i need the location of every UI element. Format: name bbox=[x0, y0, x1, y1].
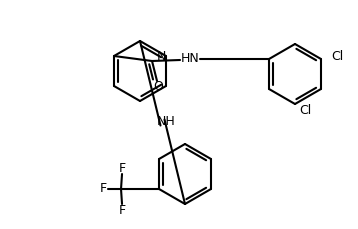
Text: F: F bbox=[100, 183, 107, 196]
Text: Cl: Cl bbox=[331, 51, 343, 63]
Text: F: F bbox=[118, 204, 126, 216]
Text: HN: HN bbox=[181, 52, 199, 65]
Text: F: F bbox=[118, 161, 126, 174]
Text: N: N bbox=[156, 49, 166, 63]
Text: Cl: Cl bbox=[299, 104, 311, 117]
Text: O: O bbox=[153, 81, 163, 93]
Text: NH: NH bbox=[157, 115, 176, 128]
